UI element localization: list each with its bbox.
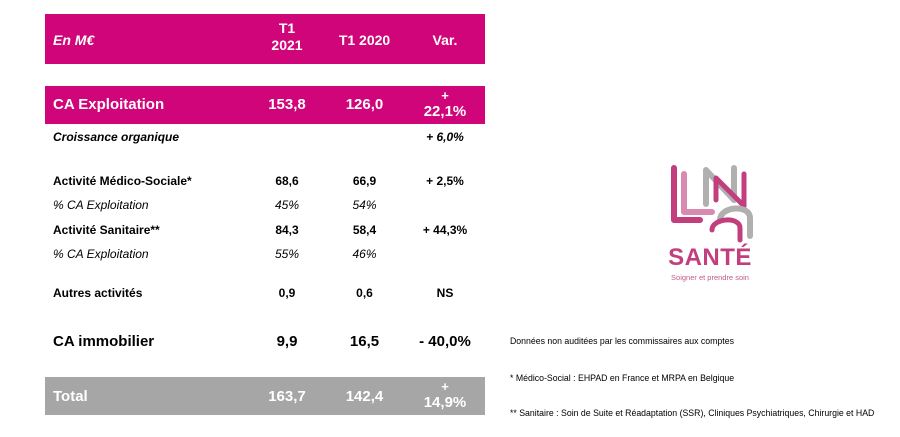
sanitaire-pct-t1-2020: 46% <box>352 247 377 261</box>
total-var-value: 14,9% <box>423 394 467 411</box>
table-header: En M€ T1 2021 T1 2020 Var. <box>45 14 485 64</box>
sanitaire-label: Activité Sanitaire** <box>53 223 160 237</box>
sanitaire-t1-2021: 84,3 <box>275 223 299 237</box>
lna-logo-icon <box>671 165 753 243</box>
header-var: Var. <box>432 32 458 48</box>
sanitaire-t1-2020: 58,4 <box>352 223 377 237</box>
row-immobilier: CA immobilier 9,9 16,5 - 40,0% <box>45 333 485 353</box>
medico-pct-label: % CA Exploitation <box>53 198 149 212</box>
row-autres: Autres activités 0,9 0,6 NS <box>45 286 485 304</box>
croissance-label: Croissance organique <box>53 130 180 144</box>
logo-name: SANTÉ <box>668 244 752 271</box>
row-sanitaire-pct: % CA Exploitation 55% 46% <box>45 247 485 265</box>
autres-t1-2021: 0,9 <box>278 286 296 300</box>
medico-pct-t1-2021: 45% <box>274 198 300 212</box>
autres-label: Autres activités <box>53 286 143 300</box>
immobilier-t1-2020: 16,5 <box>349 333 380 350</box>
note-medico: * Médico-Social : EHPAD en France et MRP… <box>510 373 735 384</box>
header-t1-2021-line1: T1 <box>278 20 296 36</box>
immobilier-var: - 40,0% <box>419 333 471 350</box>
autres-t1-2020: 0,6 <box>356 286 373 300</box>
sanitaire-pct-t1-2021: 55% <box>274 247 300 261</box>
medico-t1-2021: 68,6 <box>275 174 299 188</box>
logo-tagline: Soigner et prendre soin <box>671 273 749 282</box>
row-sanitaire: Activité Sanitaire** 84,3 58,4 + 44,3% <box>45 223 485 241</box>
ca-exploitation-var-sign: + <box>441 88 449 103</box>
row-total: Total 163,7 142,4 + 14,9% <box>45 377 485 415</box>
medico-pct-t1-2020: 54% <box>352 198 377 212</box>
header-t1-2021: T1 2021 <box>250 20 324 54</box>
immobilier-label: CA immobilier <box>53 333 155 350</box>
note-sanitaire: ** Sanitaire : Soin de Suite et Réadapta… <box>510 408 875 419</box>
autres-var: NS <box>436 286 454 300</box>
ca-exploitation-t1-2021: 153,8 <box>268 96 306 113</box>
row-ca-exploitation: CA Exploitation 153,8 126,0 + 22,1% <box>45 86 485 124</box>
header-unit: En M€ <box>53 32 95 48</box>
total-var-sign: + <box>441 379 449 394</box>
sanitaire-var: + 44,3% <box>422 223 468 237</box>
header-t1-2020: T1 2020 <box>338 32 391 48</box>
ca-exploitation-var: + 22,1% <box>405 88 485 120</box>
row-medico-pct: % CA Exploitation 45% 54% <box>45 198 485 216</box>
medico-t1-2020: 66,9 <box>352 174 377 188</box>
total-t1-2021: 163,7 <box>268 388 306 405</box>
ca-exploitation-var-value: 22,1% <box>423 103 467 120</box>
sanitaire-pct-label: % CA Exploitation <box>53 247 149 261</box>
row-croissance: Croissance organique + 6,0% <box>45 130 485 148</box>
croissance-var: + 6,0% <box>426 130 464 144</box>
immobilier-t1-2021: 9,9 <box>276 333 298 350</box>
note-audit: Données non auditées par les commissaire… <box>510 336 734 347</box>
total-var: + 14,9% <box>405 379 485 411</box>
header-t1-2021-line2: 2021 <box>271 37 303 53</box>
total-label: Total <box>53 388 88 405</box>
medico-var: + 2,5% <box>426 174 464 188</box>
total-t1-2020: 142,4 <box>345 388 384 405</box>
medico-label: Activité Médico-Sociale* <box>53 174 192 188</box>
ca-exploitation-label: CA Exploitation <box>53 96 165 113</box>
row-medico: Activité Médico-Sociale* 68,6 66,9 + 2,5… <box>45 174 485 192</box>
ca-exploitation-t1-2020: 126,0 <box>345 96 384 113</box>
